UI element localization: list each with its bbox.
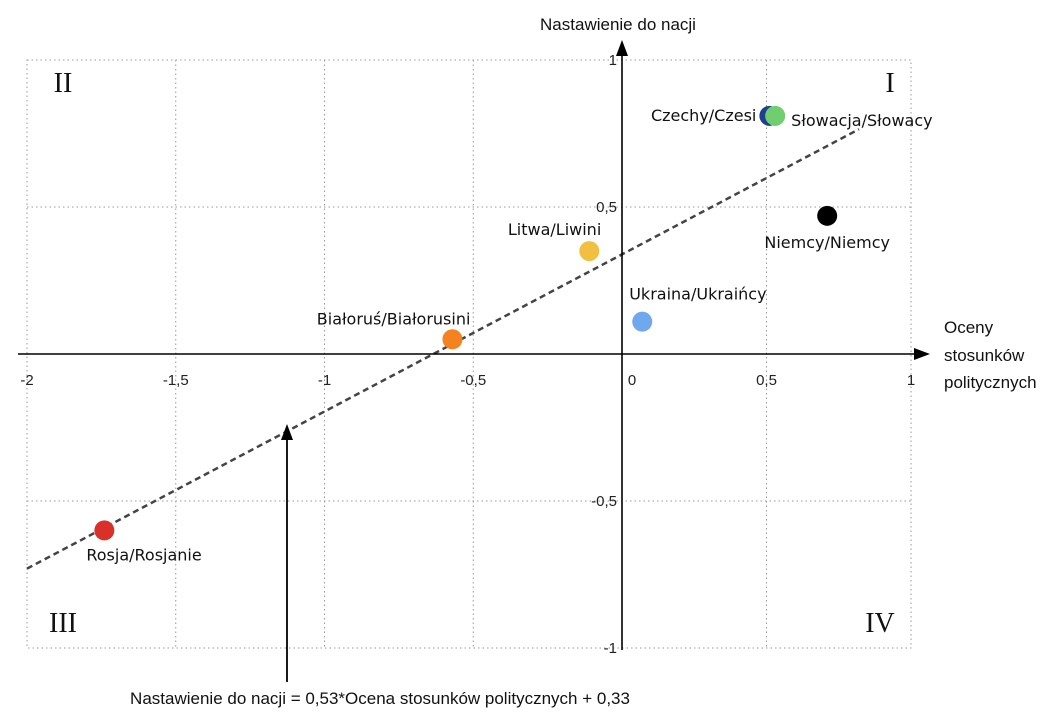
- regression-line-path: [26, 128, 860, 570]
- data-point: [442, 329, 463, 350]
- x-axis-title-line-3: politycznych: [944, 373, 1037, 392]
- x-axis-title-line-1: Oceny: [944, 318, 994, 337]
- quadrant-label-I: I: [885, 68, 894, 99]
- y-axis-title: Nastawienie do nacji: [540, 15, 696, 34]
- x-tick-label: -1: [318, 372, 331, 389]
- quadrant-label-II: II: [54, 68, 73, 99]
- data-point: [579, 241, 600, 262]
- tick-labels: -2 -1,5 -1 -0,5 0 0,5 1 1 0,5 -0,5 -1: [20, 52, 915, 657]
- data-point: [817, 205, 838, 226]
- x-tick-label: -2: [20, 372, 33, 389]
- quadrant-label-III: III: [49, 608, 77, 639]
- data-points: Czechy/Czesi Słowacja/Słowacy Niemcy/Niemc…: [86, 105, 933, 564]
- point-label: Słowacja/Słowacy: [791, 111, 932, 130]
- point-label: Ukraina/Ukraińcy: [629, 285, 766, 304]
- point-label: Białoruś/Białorusini: [317, 309, 471, 328]
- y-tick-label: -1: [604, 640, 617, 657]
- plot-border: [26, 59, 912, 649]
- y-tick-label: 1: [609, 52, 617, 69]
- point-label: Niemcy/Niemcy: [764, 233, 890, 252]
- regression-equation: Nastawienie do nacji = 0,53*Ocena stosun…: [130, 689, 630, 708]
- point-label: Rosja/Rosjanie: [86, 545, 201, 564]
- x-tick-label: 1: [907, 372, 915, 389]
- x-tick-label: 0,5: [756, 372, 777, 389]
- x-tick-label: -1,5: [163, 372, 189, 389]
- x-axis-arrowhead: [914, 348, 930, 360]
- quadrant-label-IV: IV: [865, 608, 895, 639]
- point-label: Czechy/Czesi: [651, 106, 756, 125]
- data-point: [765, 105, 786, 126]
- x-axis-title-line-2: stosunków: [944, 346, 1025, 365]
- y-tick-label: 0,5: [596, 199, 617, 216]
- y-axis-arrowhead: [616, 40, 628, 56]
- x-tick-label: 0: [628, 372, 636, 389]
- data-point: [94, 520, 115, 541]
- x-tick-label: -0,5: [460, 372, 486, 389]
- data-point: [632, 311, 653, 332]
- point-label: Litwa/Liwini: [508, 220, 601, 239]
- y-tick-label: -0,5: [591, 493, 617, 510]
- axes: [18, 40, 930, 650]
- regression-line: [26, 128, 860, 570]
- equation-pointer-arrowhead: [281, 424, 293, 440]
